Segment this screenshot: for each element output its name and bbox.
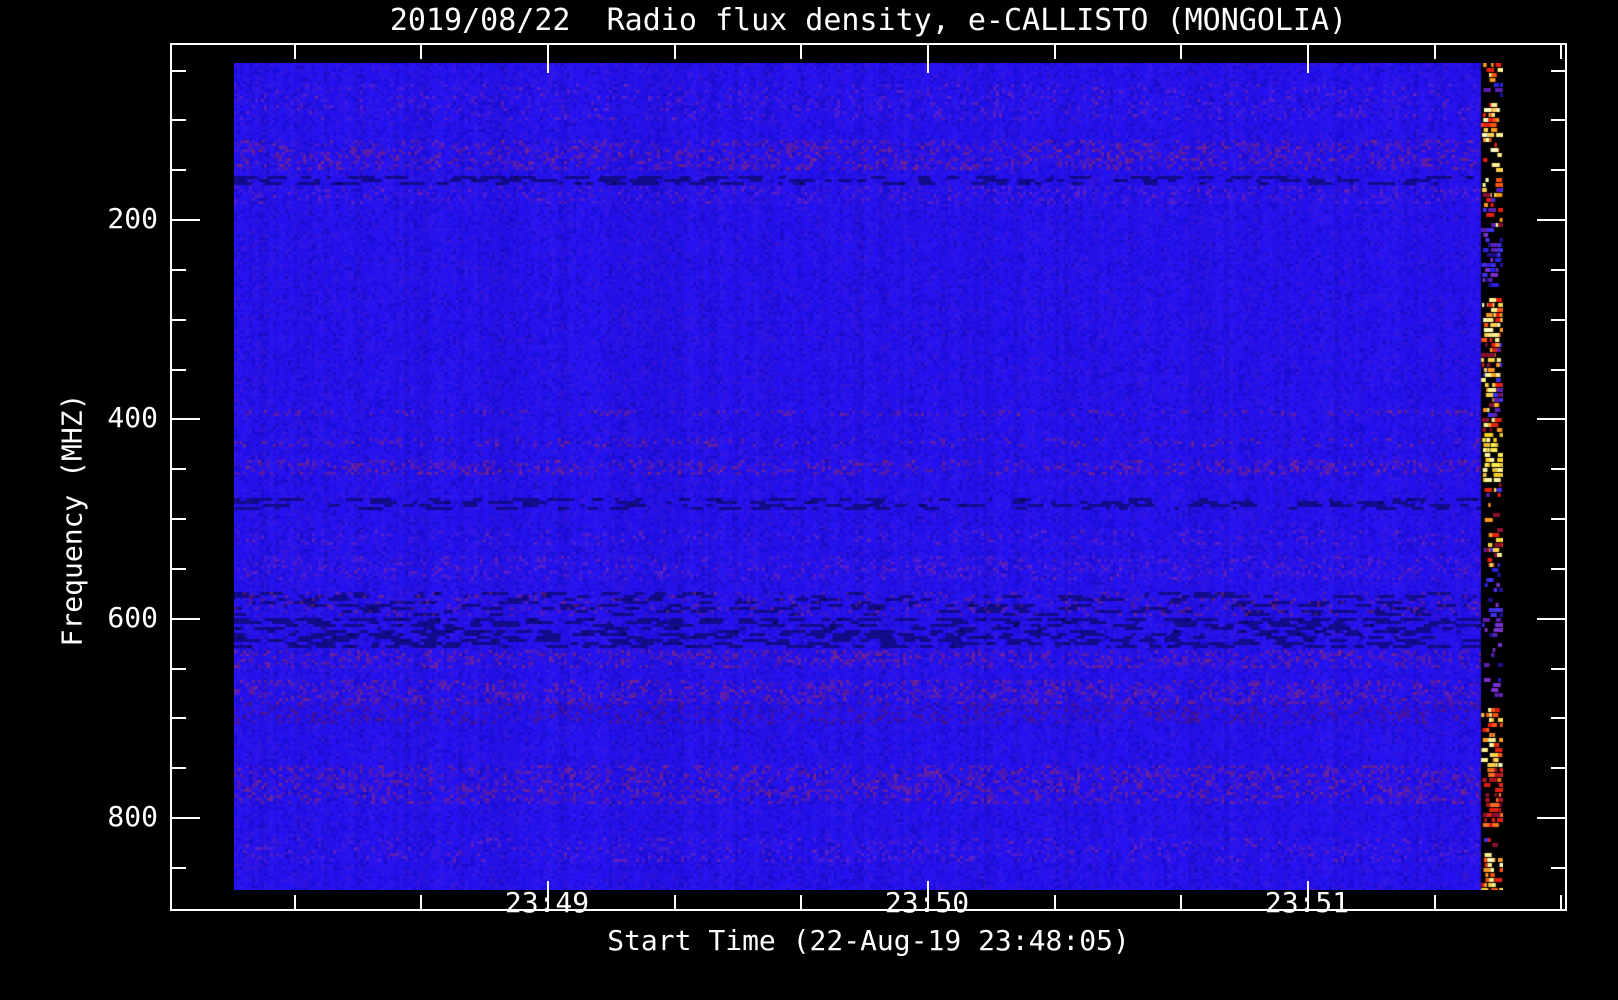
axis-tick xyxy=(1307,881,1309,909)
spectrogram-image xyxy=(234,63,1503,890)
axis-tick xyxy=(1180,45,1182,59)
axis-tick xyxy=(1537,817,1565,819)
axis-tick xyxy=(1560,45,1562,59)
axis-tick xyxy=(1551,468,1565,470)
axis-tick xyxy=(172,219,200,221)
axis-tick xyxy=(1551,767,1565,769)
axis-tick xyxy=(172,767,186,769)
y-tick-label: 400 xyxy=(107,401,158,434)
axis-tick xyxy=(420,45,422,59)
axis-tick xyxy=(172,817,200,819)
axis-tick xyxy=(800,895,802,909)
axis-tick xyxy=(1560,895,1562,909)
axis-tick xyxy=(927,45,929,73)
x-tick-label: 23:49 xyxy=(504,886,590,919)
axis-tick xyxy=(294,895,296,909)
chart-title: 2019/08/22 Radio flux density, e-CALLIST… xyxy=(389,3,1348,38)
axis-tick xyxy=(172,618,200,620)
axis-tick xyxy=(1551,269,1565,271)
axis-tick xyxy=(1551,119,1565,121)
axis-tick xyxy=(1434,895,1436,909)
axis-tick xyxy=(1537,219,1565,221)
axis-tick xyxy=(674,895,676,909)
x-axis-title: Start Time (22-Aug-19 23:48:05) xyxy=(607,924,1130,957)
axis-tick xyxy=(172,418,200,420)
y-tick-label: 800 xyxy=(107,800,158,833)
axis-tick xyxy=(800,45,802,59)
axis-tick xyxy=(172,468,186,470)
axis-tick xyxy=(294,45,296,59)
axis-tick xyxy=(1551,70,1565,72)
axis-tick xyxy=(172,568,186,570)
axis-tick xyxy=(1180,895,1182,909)
axis-tick xyxy=(1551,568,1565,570)
axis-tick xyxy=(172,717,186,719)
axis-tick xyxy=(420,895,422,909)
axis-tick xyxy=(172,169,186,171)
axis-tick xyxy=(547,45,549,73)
axis-tick xyxy=(547,881,549,909)
plot-frame xyxy=(170,43,1567,911)
axis-tick xyxy=(1537,618,1565,620)
x-tick-label: 23:50 xyxy=(884,886,970,919)
axis-tick xyxy=(1434,45,1436,59)
axis-tick xyxy=(1054,895,1056,909)
axis-tick xyxy=(172,518,186,520)
axis-tick xyxy=(172,369,186,371)
y-tick-label: 600 xyxy=(107,601,158,634)
axis-tick xyxy=(1054,45,1056,59)
axis-tick xyxy=(1551,867,1565,869)
axis-tick xyxy=(1551,717,1565,719)
axis-tick xyxy=(172,119,186,121)
axis-tick xyxy=(1551,369,1565,371)
axis-tick xyxy=(172,70,186,72)
axis-tick xyxy=(1551,518,1565,520)
axis-tick xyxy=(927,881,929,909)
axis-tick xyxy=(674,45,676,59)
y-tick-label: 200 xyxy=(107,202,158,235)
axis-tick xyxy=(172,319,186,321)
axis-tick xyxy=(1307,45,1309,73)
axis-tick xyxy=(1551,319,1565,321)
axis-tick xyxy=(1537,418,1565,420)
axis-tick xyxy=(1551,668,1565,670)
axis-tick xyxy=(172,867,186,869)
axis-tick xyxy=(172,668,186,670)
x-tick-label: 23:51 xyxy=(1264,886,1350,919)
axis-tick xyxy=(172,269,186,271)
axis-tick xyxy=(1551,169,1565,171)
